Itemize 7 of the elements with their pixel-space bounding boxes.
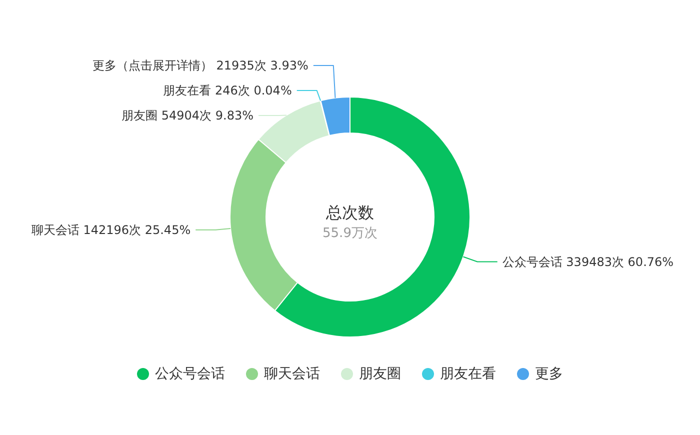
subtitle: 55.9万次 — [322, 226, 378, 240]
legend-label: 更多 — [535, 366, 563, 382]
legend-label: 聊天会话 — [264, 366, 320, 382]
legend-label: 朋友在看 — [440, 366, 496, 382]
title: 总次数 — [326, 202, 374, 222]
legend-label: 朋友圈 — [359, 366, 401, 382]
legend-label: 公众号会话 — [155, 366, 225, 382]
